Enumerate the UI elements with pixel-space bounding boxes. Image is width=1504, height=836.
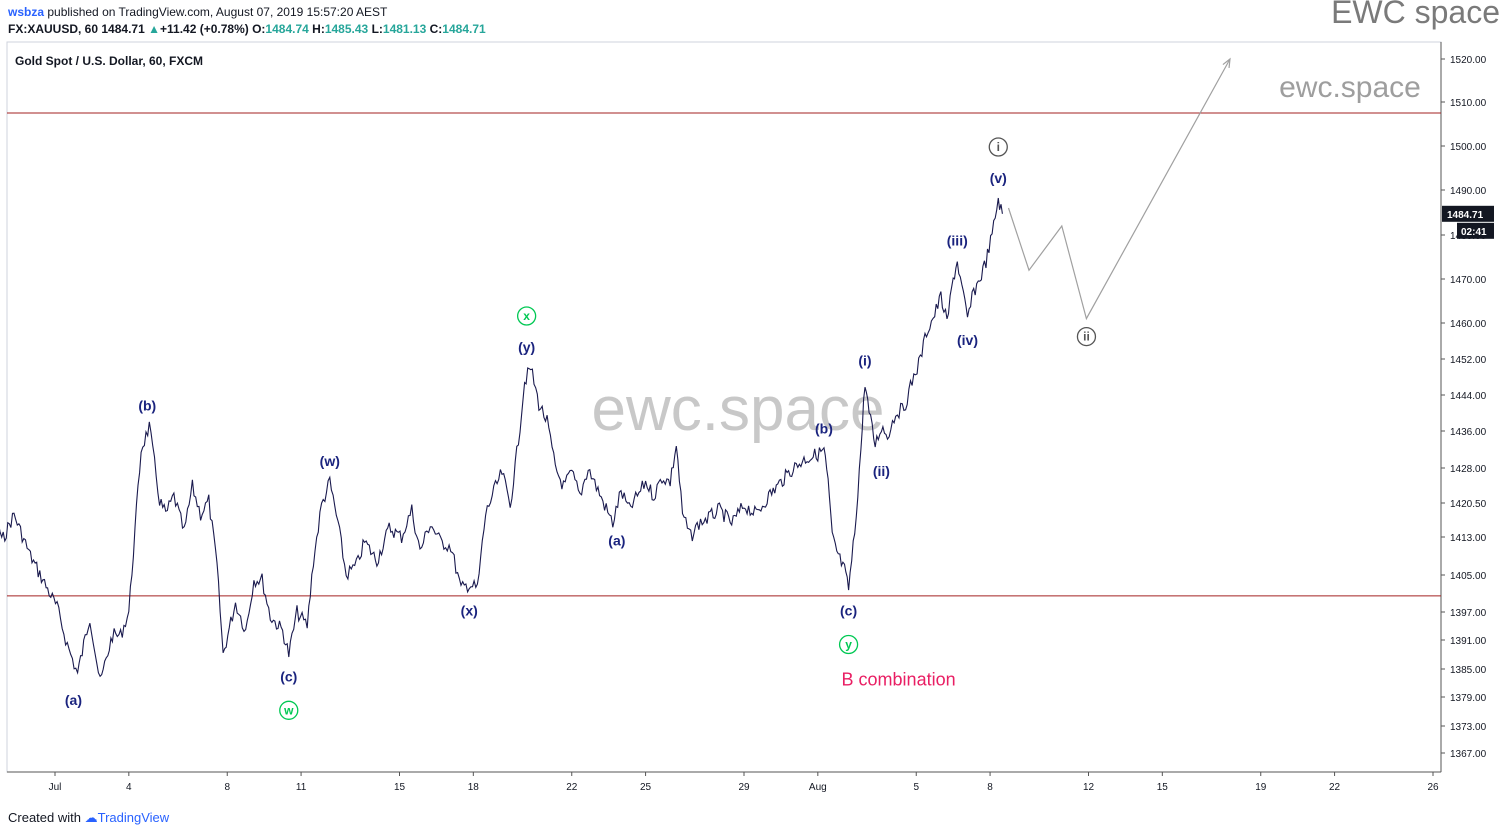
tradingview-link[interactable]: TradingView <box>97 810 170 825</box>
footer: Created with ☁TradingView <box>8 810 169 826</box>
published-text: published on TradingView.com, August 07,… <box>47 5 388 19</box>
publish-info: wsbza published on TradingView.com, Augu… <box>8 5 387 19</box>
y-tick-label: 1520.00 <box>1450 55 1487 66</box>
wave-label: (c) <box>280 668 297 684</box>
wave-label: x <box>523 309 530 323</box>
wave-label: y <box>845 638 852 652</box>
y-tick-label: 1413.00 <box>1450 533 1487 544</box>
projection-arrowhead <box>1222 57 1231 69</box>
x-tick-label: 12 <box>1083 782 1095 793</box>
x-tick-label: Aug <box>809 782 827 793</box>
x-tick-label: 8 <box>987 782 993 793</box>
wave-label: (w) <box>320 453 340 469</box>
wave-label: w <box>283 703 294 717</box>
y-tick-label: 1444.00 <box>1450 391 1487 402</box>
last-price: 1484.71 <box>101 22 145 36</box>
x-tick-label: 4 <box>126 782 132 793</box>
wave-label: i <box>997 140 1000 154</box>
x-tick-label: 8 <box>224 782 230 793</box>
y-tick-label: 1405.00 <box>1450 571 1487 582</box>
wave-label-circle <box>1076 326 1097 347</box>
wave-label: (y) <box>518 339 535 355</box>
y-tick-label: 1436.00 <box>1450 427 1487 438</box>
low-value: 1481.13 <box>382 22 427 36</box>
close-label: C: <box>429 22 443 36</box>
y-tick-label: 1428.00 <box>1450 464 1487 475</box>
wave-label: (b) <box>815 421 833 437</box>
wave-label: (a) <box>65 692 82 708</box>
wave-label: (iii) <box>947 232 968 248</box>
author-link[interactable]: wsbza <box>8 5 45 19</box>
high-label: H: <box>312 22 325 36</box>
x-tick-label: 26 <box>1427 782 1439 793</box>
projection-path <box>1007 58 1231 321</box>
y-tick-label: 1385.00 <box>1450 665 1487 676</box>
wave-label: (c) <box>840 603 857 619</box>
y-tick-label: 1460.00 <box>1450 319 1487 330</box>
x-tick-label: 15 <box>394 782 406 793</box>
wave-label: (b) <box>138 398 156 414</box>
y-tick-label: 1452.00 <box>1450 355 1487 366</box>
countdown-label: 02:41 <box>1461 227 1487 238</box>
open-value: 1484.74 <box>265 22 309 36</box>
price-tag-label: 1484.71 <box>1447 210 1484 221</box>
wave-label-circle <box>516 306 537 326</box>
x-tick-label: 19 <box>1255 782 1267 793</box>
wave-label-circle <box>838 634 859 655</box>
wave-label-circle <box>279 700 299 720</box>
wave-label-circle <box>988 137 1008 157</box>
wave-label: (ii) <box>873 463 890 479</box>
high-value: 1485.43 <box>324 22 369 36</box>
x-tick-label: 11 <box>296 782 307 793</box>
created-with-text: Created with <box>8 810 81 825</box>
wave-label: (a) <box>608 532 625 548</box>
wave-label: (i) <box>858 353 871 369</box>
change: +11.42 (+0.78%) <box>160 22 249 36</box>
chart-title: Gold Spot / U.S. Dollar, 60, FXCM <box>15 54 203 68</box>
price-tag-box <box>1442 205 1494 222</box>
y-tick-label: 1373.00 <box>1450 722 1487 733</box>
y-tick-label: 1510.00 <box>1450 98 1487 109</box>
close-value: 1484.71 <box>442 22 486 36</box>
countdown-box <box>1457 222 1494 239</box>
ohlc-line: FX:XAUUSD, 60 1484.71 ▲+11.42 (+0.78%) O… <box>8 22 486 36</box>
x-tick-label: 25 <box>640 782 652 793</box>
y-tick-label: 1379.00 <box>1450 693 1487 704</box>
wave-label: (iv) <box>957 332 978 348</box>
x-tick-label: 29 <box>738 782 750 793</box>
x-tick-label: 22 <box>1329 782 1341 793</box>
x-tick-label: 22 <box>566 782 578 793</box>
b-combination-annotation: B combination <box>842 669 956 689</box>
open-label: O: <box>252 22 266 36</box>
x-tick-label: Jul <box>49 782 62 793</box>
tradingview-logo-icon: ☁ <box>84 810 98 825</box>
up-arrow-icon: ▲ <box>148 22 160 36</box>
x-tick-label: 5 <box>913 782 919 793</box>
corner-watermark: ewc.space <box>1279 71 1421 104</box>
y-tick-label: 1367.00 <box>1450 749 1487 760</box>
wave-label: ii <box>1083 330 1090 344</box>
wave-label: (v) <box>990 170 1007 186</box>
y-tick-label: 1490.00 <box>1450 186 1487 197</box>
low-label: L: <box>371 22 383 36</box>
wave-label: (x) <box>461 603 478 619</box>
price-series-line <box>0 197 1003 678</box>
y-tick-label: 1420.50 <box>1450 499 1487 510</box>
x-tick-label: 18 <box>468 782 480 793</box>
x-tick-label: 15 <box>1157 782 1169 793</box>
y-tick-label: 1470.00 <box>1450 275 1487 286</box>
y-tick-label: 1500.00 <box>1450 142 1487 153</box>
brand-watermark: EWC space <box>1331 0 1500 30</box>
y-tick-label: 1391.00 <box>1450 636 1487 647</box>
y-tick-label: 1397.00 <box>1450 608 1487 619</box>
center-watermark: ewc.space <box>592 375 885 444</box>
symbol-interval: FX:XAUUSD, 60 <box>8 22 99 36</box>
